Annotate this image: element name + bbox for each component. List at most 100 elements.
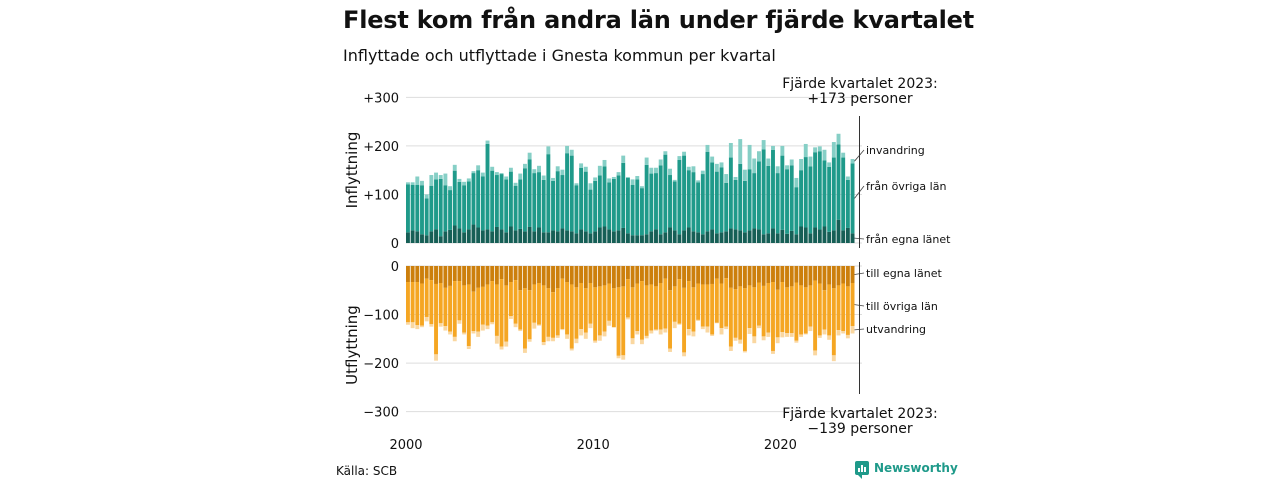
bar-out-s0-q44 <box>611 266 616 289</box>
bar-in-s2-q60 <box>686 166 691 171</box>
bar-out-s1-q5 <box>429 280 434 325</box>
bar-out-s0-q77 <box>766 266 771 283</box>
bar-out-s0-q88 <box>817 266 822 284</box>
bar-in-s1-q47 <box>625 177 630 234</box>
bar-in-s0-q23 <box>513 230 518 243</box>
y-tick-label: +100 <box>363 188 399 203</box>
bar-out-s0-q17 <box>485 266 490 285</box>
bar-out-s0-q49 <box>635 266 640 284</box>
bar-in-s0-q36 <box>574 233 579 243</box>
bar-out-s0-q1 <box>410 266 415 283</box>
bar-in-s2-q46 <box>621 155 626 163</box>
brand-name: Newsworthy <box>874 461 958 475</box>
bar-out-s0-q18 <box>490 266 495 282</box>
bar-in-s2-q80 <box>780 145 785 156</box>
bar-out-s2-q0 <box>406 322 410 325</box>
bar-out-s1-q44 <box>611 288 616 328</box>
bar-out-s2-q90 <box>827 335 832 340</box>
bar-in-s0-q25 <box>523 231 527 243</box>
bar-out-s1-q49 <box>635 283 640 332</box>
bar-out-s2-q9 <box>448 331 453 335</box>
bar-out-s2-q78 <box>771 350 775 354</box>
bar-in-s1-q25 <box>523 168 527 232</box>
bar-out-s2-q32 <box>555 335 560 338</box>
bar-out-s2-q53 <box>654 329 658 331</box>
bar-out-s0-q54 <box>658 266 663 283</box>
bar-in-s0-q22 <box>508 226 513 243</box>
bar-out-s2-q1 <box>410 322 415 329</box>
bar-in-s0-q63 <box>700 234 705 243</box>
series-label: utvandring <box>866 323 926 336</box>
bar-in-s0-q91 <box>831 230 836 243</box>
bar-in-s1-q34 <box>565 153 570 231</box>
bar-in-s1-q59 <box>682 155 687 231</box>
bar-in-s0-q66 <box>714 233 719 243</box>
bar-out-s2-q45 <box>616 355 621 359</box>
bar-out-s2-q86 <box>808 326 813 332</box>
bar-in-s2-q41 <box>597 165 602 176</box>
bar-in-s2-q63 <box>700 170 705 175</box>
bar-out-s0-q15 <box>476 266 481 288</box>
bar-in-s0-q88 <box>817 229 822 243</box>
bar-in-s0-q83 <box>794 234 799 243</box>
bar-in-s2-q47 <box>625 176 630 178</box>
bar-in-s1-q62 <box>696 182 701 233</box>
bar-out-s1-q82 <box>789 286 794 333</box>
bar-in-s1-q61 <box>691 172 696 232</box>
bar-out-s0-q94 <box>845 266 850 287</box>
bar-in-s2-q61 <box>691 166 696 173</box>
bar-out-s0-q76 <box>761 266 766 286</box>
bar-out-s1-q78 <box>771 282 775 351</box>
bar-in-s0-q90 <box>827 231 832 243</box>
bar-out-s1-q14 <box>471 291 476 332</box>
bar-out-s0-q2 <box>415 266 420 283</box>
bar-in-s2-q86 <box>808 156 813 167</box>
bar-out-s2-q24 <box>518 329 523 332</box>
bar-out-s2-q27 <box>532 322 537 329</box>
bar-out-s2-q47 <box>625 317 630 320</box>
bar-out-s2-q70 <box>733 337 738 341</box>
bar-in-s2-q30 <box>546 146 551 155</box>
bar-in-s0-q62 <box>696 232 701 243</box>
bar-in-s1-q0 <box>406 184 410 233</box>
bar-in-s1-q21 <box>504 179 509 233</box>
bar-out-s2-q82 <box>789 333 794 337</box>
bar-in-s1-q1 <box>410 184 415 231</box>
source-note: Källa: SCB <box>336 464 398 478</box>
bar-in-s1-q20 <box>499 174 504 230</box>
bar-in-s1-q32 <box>555 171 560 232</box>
bar-out-s1-q18 <box>490 281 495 323</box>
series-label: från övriga län <box>866 180 946 193</box>
bar-out-s1-q51 <box>644 285 649 336</box>
bar-out-s0-q71 <box>738 266 743 287</box>
bar-in-s0-q30 <box>546 232 551 243</box>
brand-logo[interactable]: Newsworthy <box>855 461 958 479</box>
bar-in-s0-q33 <box>560 228 565 243</box>
bar-in-s1-q83 <box>794 187 799 235</box>
bar-in-s2-q75 <box>757 151 761 162</box>
bar-in-s2-q35 <box>569 149 574 156</box>
bar-out-s1-q75 <box>757 282 761 326</box>
bar-in-s1-q95 <box>850 163 855 234</box>
bar-out-s2-q67 <box>719 328 724 335</box>
bar-out-s1-q43 <box>607 283 612 321</box>
bar-out-s2-q43 <box>607 320 612 326</box>
bar-in-s2-q39 <box>588 183 593 190</box>
bar-in-s2-q5 <box>429 175 434 186</box>
bar-in-s1-q93 <box>841 157 846 231</box>
bar-out-s0-q48 <box>630 266 635 288</box>
bar-out-s1-q90 <box>827 284 832 336</box>
bar-in-s1-q15 <box>476 170 481 228</box>
bar-out-s2-q2 <box>415 325 420 330</box>
bar-in-s1-q42 <box>602 166 607 227</box>
bar-out-s0-q20 <box>499 266 504 280</box>
bar-in-s1-q6 <box>434 179 438 230</box>
bar-out-s0-q24 <box>518 266 523 291</box>
bar-out-s0-q33 <box>560 266 565 279</box>
bar-out-s2-q46 <box>621 355 626 360</box>
bar-in-s2-q90 <box>827 162 832 167</box>
bar-in-s1-q94 <box>845 179 850 228</box>
bar-out-s0-q50 <box>640 266 644 282</box>
bar-out-s1-q53 <box>654 286 658 330</box>
bar-out-s1-q0 <box>406 282 410 323</box>
